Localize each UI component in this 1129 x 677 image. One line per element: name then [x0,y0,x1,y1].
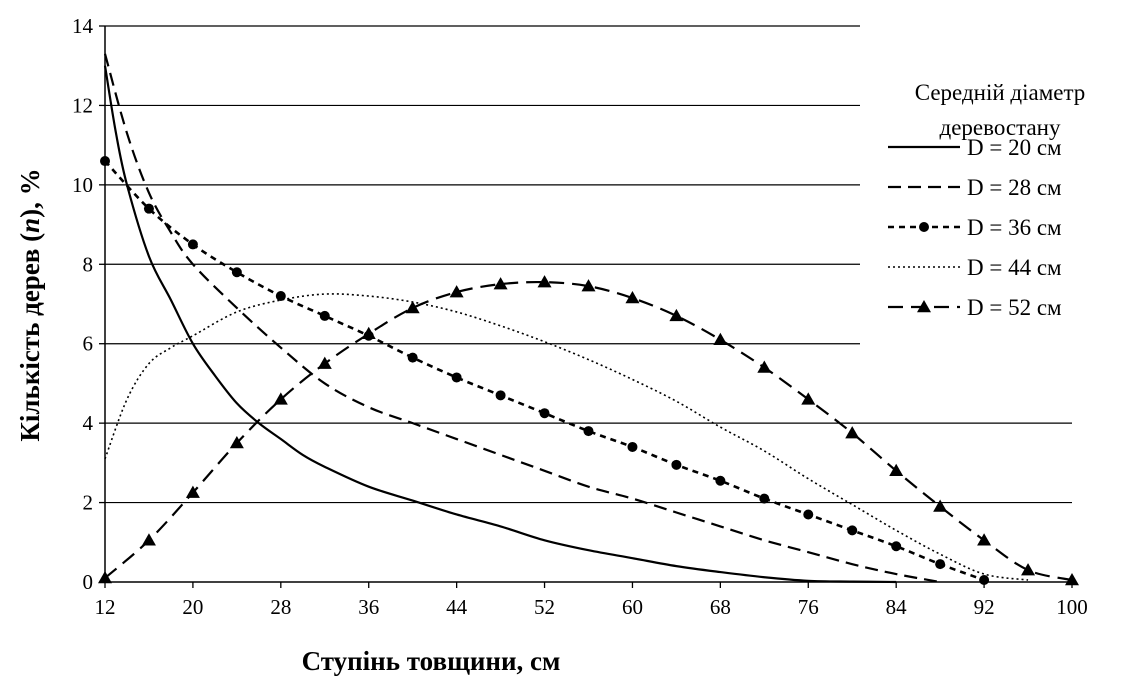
x-tick-label: 76 [798,595,819,619]
x-tick-label: 100 [1056,595,1088,619]
y-tick-label: 2 [83,491,94,515]
data-point [187,239,198,250]
data-point [100,156,110,167]
legend-label: D = 28 см [967,175,1062,200]
data-point [1065,573,1079,586]
y-axis-title: Кількість дерев (n), % [15,168,45,441]
data-point [669,308,684,322]
y-tick-label: 12 [72,93,93,117]
data-point [757,360,772,373]
data-point [889,463,904,477]
data-point [627,441,638,452]
data-point [891,541,902,552]
data-point [361,326,376,340]
legend-item: D = 36 см [888,215,1062,240]
data-point [98,571,112,584]
data-point [317,356,332,369]
x-tick-label: 12 [95,595,116,619]
grid-lines [105,25,1072,504]
data-point [451,372,462,383]
x-tick-label: 20 [182,595,203,619]
x-axis-title: Ступінь товщини, см [302,646,561,676]
legend-item: D = 52 см [888,295,1062,320]
y-tick-label: 8 [83,252,94,276]
data-point [539,408,550,419]
y-tick-label: 14 [72,14,94,38]
y-tick-label: 4 [83,411,94,435]
x-tick-label: 28 [270,595,291,619]
legend-label: D = 36 см [967,215,1062,240]
legend-title-line: деревостану [940,115,1061,140]
y-axis-title-main: Кількість дерев ( [15,233,45,442]
x-tick-label: 44 [446,595,468,619]
data-point [801,392,816,405]
x-tick-label: 92 [974,595,995,619]
series-4 [104,293,1029,581]
legend-label: D = 44 см [967,255,1062,280]
data-point [319,310,330,321]
series-layer [98,53,1079,586]
data-point [495,390,506,401]
data-point [405,300,420,314]
data-point [713,332,728,345]
legend-marker [917,300,931,313]
series-2 [103,53,941,584]
x-tick-label: 68 [710,595,731,619]
axes [104,26,1072,583]
legend-label: D = 20 см [967,135,1062,160]
y-tick-label: 10 [72,173,93,197]
data-point [493,277,508,290]
data-point [185,485,200,498]
series-line [104,293,1029,581]
data-point [1021,563,1036,576]
data-point [231,267,242,278]
data-point [933,499,948,512]
data-point [143,203,154,214]
data-point [581,279,596,292]
data-point [537,275,552,288]
data-point [449,285,464,298]
data-point [715,475,726,486]
data-point [979,575,990,586]
y-axis-title-var: n [15,218,45,233]
legend-label: D = 52 см [967,295,1062,320]
series-5 [98,275,1079,586]
data-point [977,533,992,546]
data-point [935,559,946,570]
y-tick-label: 0 [83,570,94,594]
series-line [103,53,941,584]
data-point [845,426,860,439]
series-line [104,160,985,582]
y-tick-label: 6 [83,332,94,356]
series-line [103,65,897,584]
legend-item: D = 44 см [888,255,1062,280]
data-point [229,436,244,449]
data-point [275,291,286,302]
legend-item: D = 28 см [888,175,1062,200]
data-point [803,509,814,520]
legend-title-line: Середній діаметр [915,80,1086,105]
series-line [104,280,1073,582]
x-tick-label: 60 [622,595,643,619]
data-point [141,533,156,546]
legend-item: D = 20 см [888,135,1062,160]
legend-marker [919,222,929,232]
data-point [625,291,640,304]
y-axis-title-tail: ), % [15,168,45,218]
data-point [273,392,288,405]
x-tick-label: 52 [534,595,555,619]
data-point [583,426,594,437]
series-1 [103,65,897,584]
x-tick-label: 36 [358,595,379,619]
data-point [407,352,418,363]
data-point [759,493,770,504]
data-point [671,459,682,470]
series-3 [100,156,990,586]
x-tick-label: 84 [886,595,908,619]
data-point [847,525,858,536]
